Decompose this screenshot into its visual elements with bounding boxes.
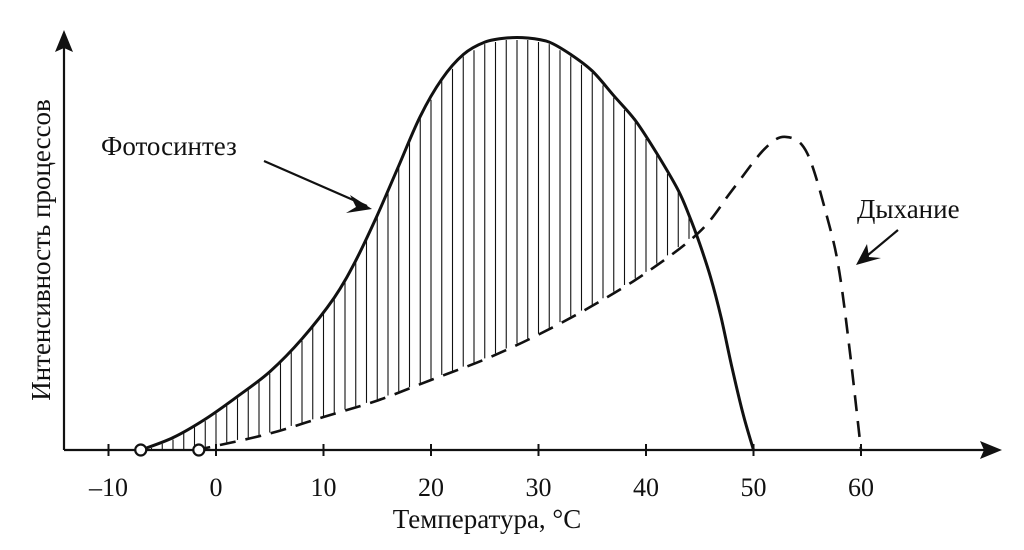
shaded-difference-region <box>150 40 690 449</box>
respiration-pointer-arrow-icon <box>856 244 881 265</box>
point-marker <box>134 443 148 457</box>
y-axis-title: Интенсивность процессов <box>26 99 56 401</box>
photosynthesis-curve <box>140 35 755 452</box>
x-tick-label: 0 <box>210 473 223 502</box>
photosynthesis-pointer-arrow-icon <box>346 195 372 213</box>
x-tick-label: 50 <box>741 473 767 502</box>
x-tick-label: 20 <box>418 473 444 502</box>
x-tick-label: 40 <box>633 473 659 502</box>
y-axis-arrow-icon <box>55 30 73 52</box>
photosynthesis-pointer <box>263 159 368 208</box>
x-tick-label: 30 <box>526 473 552 502</box>
x-ticks: –10 0 10 20 30 40 50 60 <box>88 444 874 502</box>
x-tick-label: 10 <box>311 473 337 502</box>
x-tick-label: –10 <box>88 473 128 502</box>
x-axis-title: Температура, °С <box>393 504 582 534</box>
photosynthesis-label: Фотосинтез <box>101 131 237 161</box>
point-marker <box>192 443 206 457</box>
respiration-curve <box>194 135 863 452</box>
respiration-label: Дыхание <box>857 194 960 224</box>
point-markers <box>134 443 206 457</box>
x-tick-label: 60 <box>848 473 874 502</box>
x-axis-arrow-icon <box>980 441 1002 459</box>
